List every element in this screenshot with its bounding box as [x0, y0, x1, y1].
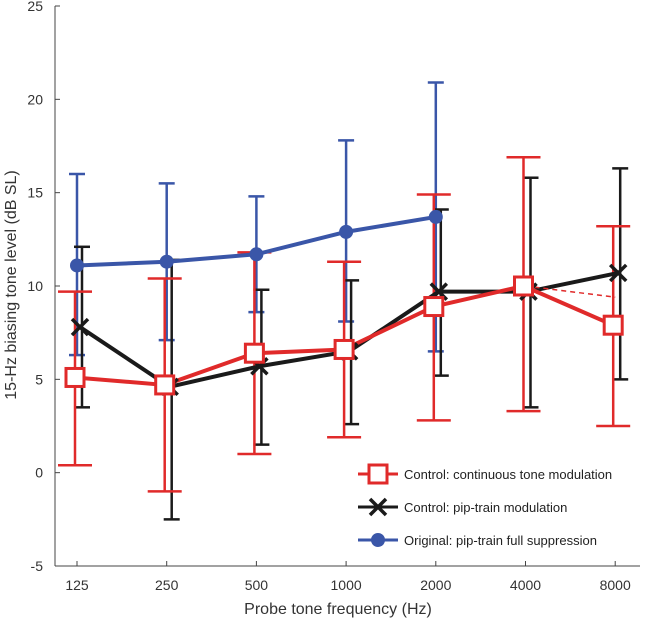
dashed-annotation-line	[525, 285, 616, 298]
data-point-square	[333, 338, 355, 360]
x-tick-label: 4000	[510, 577, 541, 593]
data-point-x-stroke	[608, 263, 628, 283]
legend-label: Control: pip-train modulation	[404, 500, 567, 515]
legend-marker-circle	[371, 533, 385, 547]
data-point-x	[608, 263, 628, 283]
legend-marker-x-stroke	[368, 497, 388, 517]
legend-marker-x	[368, 497, 388, 517]
data-point-circle	[249, 247, 264, 262]
y-tick-label: 20	[27, 91, 43, 107]
x-axis-label: Probe tone frequency (Hz)	[244, 601, 432, 618]
legend: Control: continuous tone modulation Contr…	[358, 463, 612, 548]
data-point-square	[513, 275, 534, 297]
x-tick-label: 8000	[600, 577, 631, 593]
y-tick-label: -5	[31, 558, 44, 574]
x-tick-label: 2000	[420, 577, 451, 593]
data-point-square	[423, 296, 445, 318]
y-tick-label: 0	[35, 465, 43, 481]
data-point-square	[602, 314, 624, 336]
x-tick-label: 1000	[331, 577, 362, 593]
data-point-square	[154, 374, 176, 396]
y-tick-label: 5	[35, 371, 43, 387]
axes: -5 0 5 10 15 20 25 125 250 500 1000 2000 4000 8000	[27, 0, 640, 593]
data-point-square	[64, 366, 86, 388]
data-point-x	[70, 317, 90, 337]
y-tick-label: 10	[27, 278, 43, 294]
x-tick-label: 250	[155, 577, 179, 593]
y-axis-label: 15-Hz biasing tone level (dB SL)	[3, 170, 20, 399]
data-point-circle	[159, 254, 174, 269]
y-tick-label: 25	[27, 0, 43, 14]
legend-label: Control: continuous tone modulation	[404, 467, 612, 482]
data-point-circle	[339, 224, 354, 239]
data-point-x-stroke	[70, 317, 90, 337]
error-bars	[58, 81, 631, 521]
legend-marker-square	[367, 463, 389, 485]
x-tick-label: 500	[245, 577, 269, 593]
legend-label: Original: pip-train full suppression	[404, 533, 597, 548]
series-markers	[64, 209, 628, 397]
x-tick-label: 125	[65, 577, 89, 593]
y-tick-label: 15	[27, 185, 43, 201]
data-point-circle	[428, 209, 443, 224]
data-point-square	[243, 342, 265, 364]
data-point-circle	[70, 258, 84, 273]
